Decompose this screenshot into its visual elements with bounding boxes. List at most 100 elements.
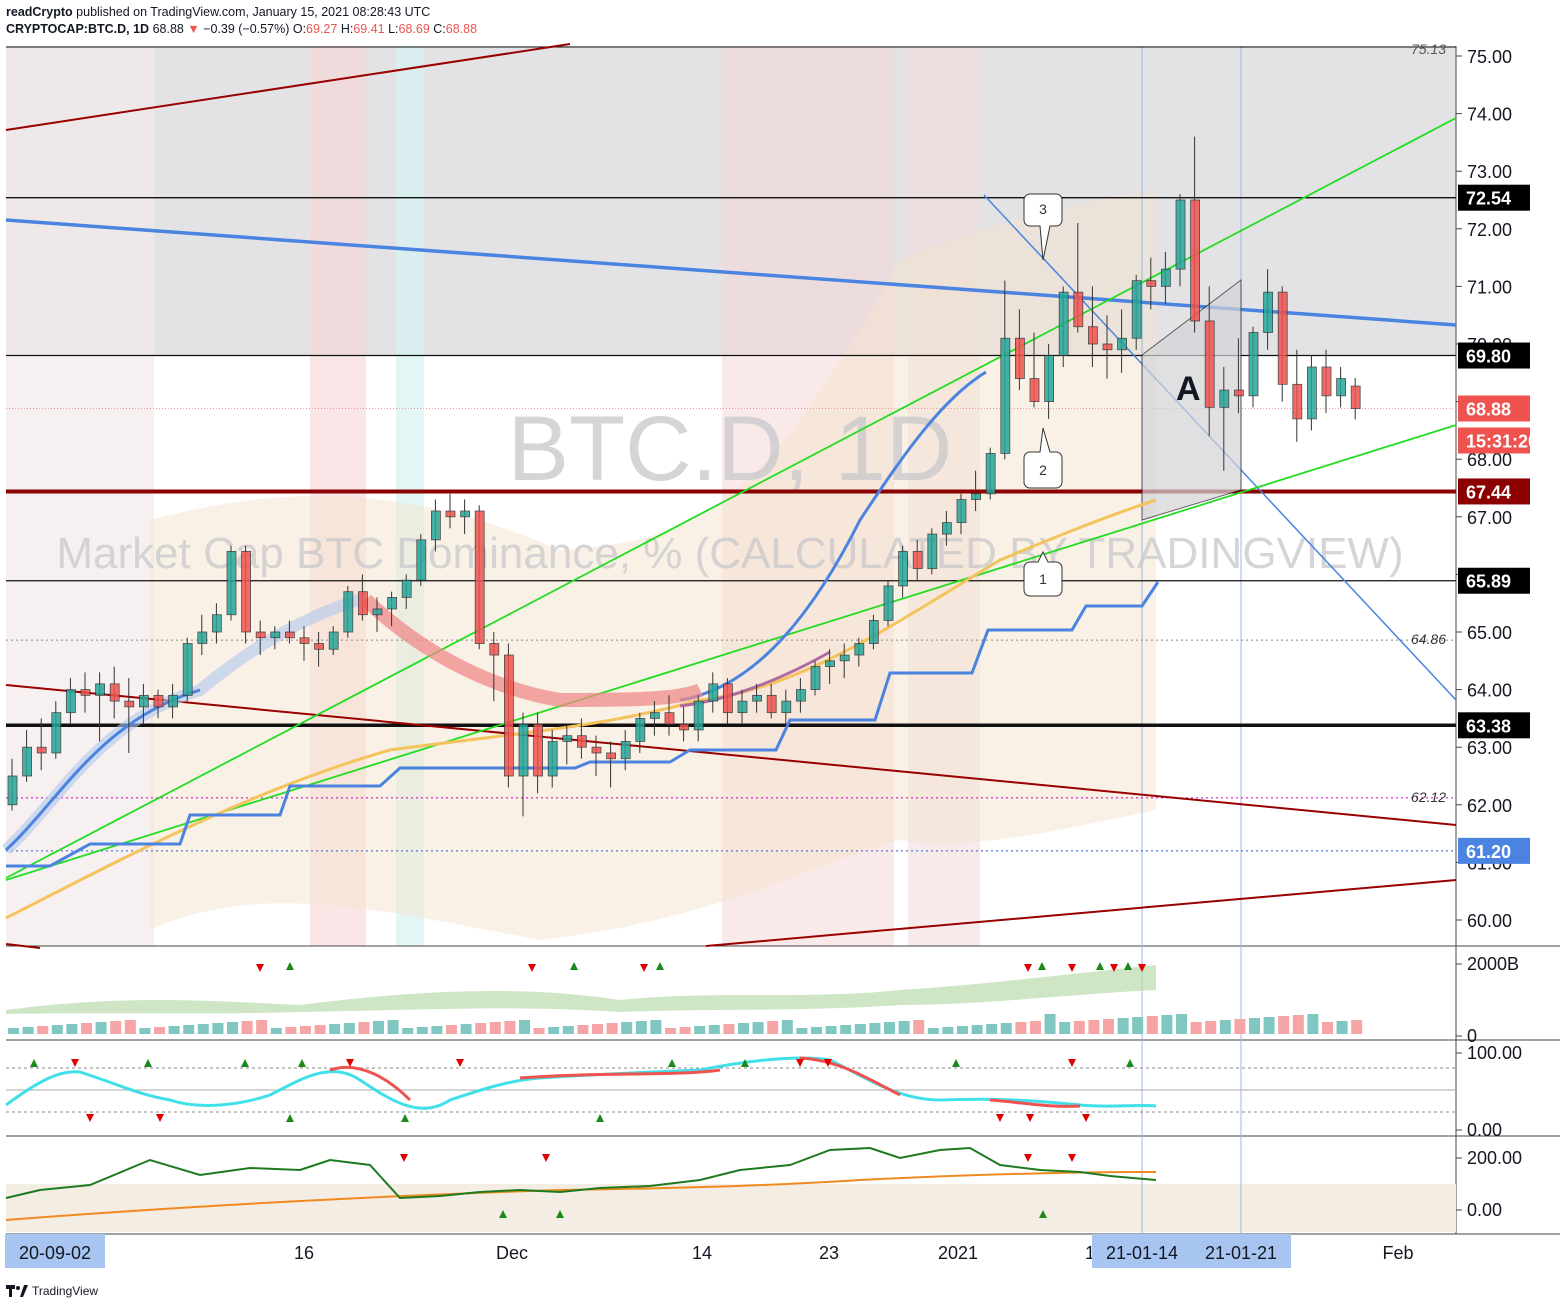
- candle[interactable]: [503, 643, 514, 788]
- candle-body[interactable]: [357, 591, 368, 616]
- candle-body[interactable]: [430, 510, 441, 541]
- candle-body[interactable]: [284, 631, 295, 639]
- volume-bar[interactable]: [1322, 1022, 1333, 1034]
- candle[interactable]: [562, 724, 573, 765]
- candle-body[interactable]: [693, 700, 704, 731]
- candle-body[interactable]: [416, 539, 427, 581]
- candle-body[interactable]: [314, 643, 325, 650]
- candle[interactable]: [854, 637, 865, 667]
- stoch-k-line[interactable]: [5, 1056, 1157, 1110]
- volume-bar[interactable]: [971, 1025, 983, 1034]
- volume-bar[interactable]: [548, 1027, 560, 1034]
- volume-bar[interactable]: [300, 1026, 311, 1034]
- volume-bar[interactable]: [708, 1025, 720, 1034]
- candle[interactable]: [1350, 377, 1361, 420]
- time-label[interactable]: 23: [819, 1243, 839, 1263]
- candle[interactable]: [1058, 286, 1069, 368]
- candle-body[interactable]: [533, 723, 543, 777]
- volume-bar[interactable]: [577, 1025, 589, 1034]
- candle[interactable]: [839, 643, 850, 679]
- annotations-layer[interactable]: 3 2 1 A 75.13 64.86 62.12: [1023, 41, 1446, 805]
- candle[interactable]: [211, 603, 222, 644]
- volume-bar[interactable]: [504, 1021, 516, 1034]
- volume-bar[interactable]: [679, 1027, 691, 1034]
- candle[interactable]: [912, 539, 923, 581]
- volume-bar[interactable]: [212, 1023, 224, 1034]
- volume-bar[interactable]: [416, 1027, 428, 1034]
- candle-body[interactable]: [854, 643, 865, 656]
- candle[interactable]: [299, 626, 310, 661]
- chart-canvas[interactable]: BTC.D, 1D Market Cap BTC Dominance, % (C…: [0, 0, 1566, 1280]
- candle-body[interactable]: [650, 712, 660, 719]
- volume-bar[interactable]: [1132, 1017, 1144, 1034]
- falling-trendline[interactable]: [5, 684, 1457, 826]
- candle-body[interactable]: [503, 654, 514, 777]
- volume-bar[interactable]: [1219, 1020, 1231, 1034]
- volume-bar[interactable]: [796, 1028, 808, 1034]
- candle[interactable]: [372, 597, 383, 632]
- candle[interactable]: [1292, 349, 1303, 442]
- candle[interactable]: [1175, 194, 1186, 287]
- volume-bar[interactable]: [854, 1024, 866, 1034]
- candle[interactable]: [1277, 286, 1288, 402]
- ema-blue-line-2[interactable]: [679, 370, 987, 702]
- candle[interactable]: [927, 528, 938, 575]
- candle-body[interactable]: [328, 631, 339, 650]
- candle[interactable]: [474, 505, 485, 650]
- indicator-panes[interactable]: [5, 962, 1456, 1221]
- candle-body[interactable]: [606, 752, 616, 760]
- candle-body[interactable]: [270, 631, 281, 639]
- candle[interactable]: [416, 534, 427, 586]
- candle-body[interactable]: [299, 637, 310, 644]
- time-axis[interactable]: 20-09-02 16 Dec 14 23 2021 1 21-01-14 21-01-21 Fe…: [5, 1234, 1414, 1268]
- candle[interactable]: [606, 741, 616, 788]
- candle[interactable]: [883, 580, 894, 627]
- candle-body[interactable]: [1131, 280, 1142, 339]
- candle[interactable]: [1117, 309, 1127, 373]
- candle-body[interactable]: [401, 579, 412, 598]
- volume-bar[interactable]: [1117, 1018, 1129, 1034]
- candle-body[interactable]: [1190, 199, 1200, 322]
- candle-body[interactable]: [387, 597, 398, 610]
- candle-body[interactable]: [1102, 343, 1113, 351]
- candle[interactable]: [226, 545, 237, 621]
- candle-body[interactable]: [810, 666, 821, 690]
- candle-body[interactable]: [956, 499, 967, 523]
- candle-body[interactable]: [1307, 366, 1317, 420]
- candle[interactable]: [1190, 136, 1200, 333]
- volume-bar[interactable]: [183, 1025, 195, 1034]
- label-a[interactable]: A: [1176, 370, 1201, 408]
- candle[interactable]: [153, 689, 164, 719]
- candles-layer[interactable]: [7, 136, 1361, 817]
- candle[interactable]: [518, 712, 529, 817]
- candle-body[interactable]: [1117, 337, 1127, 351]
- candle-body[interactable]: [839, 654, 850, 662]
- candle[interactable]: [650, 701, 660, 736]
- time-label[interactable]: 1: [1085, 1243, 1095, 1263]
- candle-body[interactable]: [1336, 378, 1346, 397]
- volume-bar[interactable]: [519, 1020, 530, 1034]
- volume-bar[interactable]: [1249, 1018, 1260, 1034]
- candle[interactable]: [168, 683, 179, 719]
- candle-body[interactable]: [1321, 366, 1332, 397]
- candle-body[interactable]: [518, 723, 529, 777]
- volume-bar[interactable]: [446, 1025, 457, 1034]
- volume-bar[interactable]: [241, 1021, 253, 1034]
- candle[interactable]: [1307, 355, 1317, 431]
- candle[interactable]: [1161, 251, 1171, 304]
- candle[interactable]: [679, 706, 689, 742]
- candle[interactable]: [1015, 309, 1025, 391]
- triangle-pattern[interactable]: [1141, 278, 1242, 521]
- time-label[interactable]: Dec: [496, 1243, 528, 1263]
- resistance-trendline[interactable]: [5, 43, 571, 131]
- tradingview-logo-icon[interactable]: [6, 1285, 28, 1297]
- candle-body[interactable]: [372, 608, 383, 616]
- momentum-line[interactable]: [5, 1146, 1157, 1200]
- volume-bar[interactable]: [840, 1025, 852, 1034]
- candle[interactable]: [343, 585, 354, 638]
- candle-body[interactable]: [927, 533, 938, 570]
- volume-bar[interactable]: [781, 1020, 793, 1034]
- candle-body[interactable]: [489, 643, 500, 656]
- time-label[interactable]: Feb: [1382, 1243, 1413, 1263]
- volume-bar[interactable]: [1205, 1021, 1217, 1034]
